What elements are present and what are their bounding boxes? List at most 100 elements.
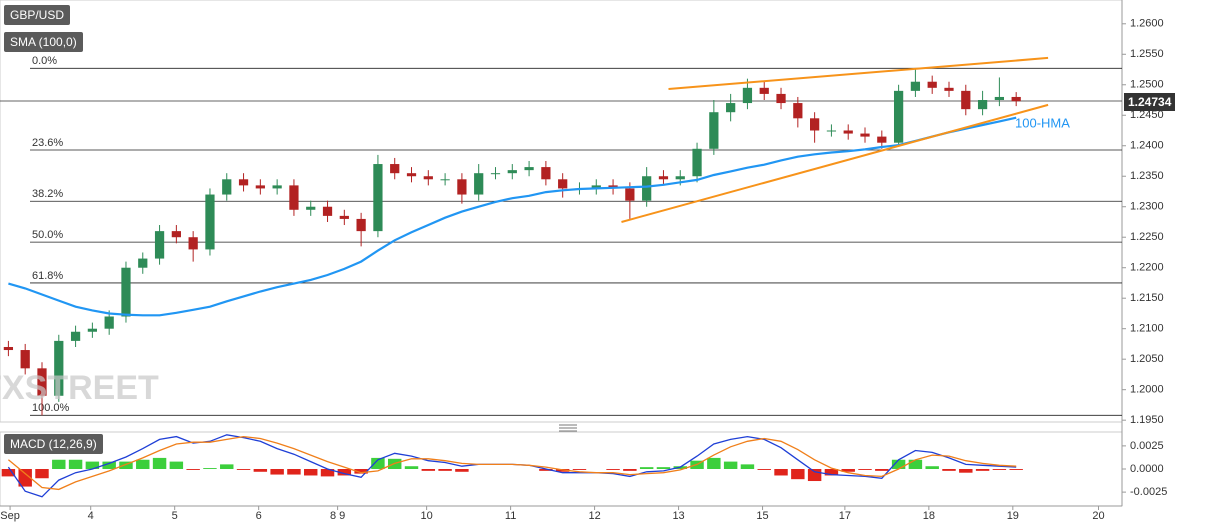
candle-body	[339, 215, 349, 219]
candle-body	[692, 148, 702, 177]
hma-label: 100-HMA	[1015, 115, 1070, 130]
histogram-bar	[774, 469, 788, 476]
candle-body	[877, 136, 887, 143]
candle-body	[390, 164, 400, 174]
histogram-bar	[791, 469, 805, 480]
histogram-bar	[455, 469, 469, 472]
candle-body	[524, 167, 534, 171]
candle-body	[810, 118, 820, 131]
candle-body	[356, 218, 366, 232]
y-tick-label: 1.2150	[1130, 292, 1164, 304]
histogram-bar	[320, 469, 335, 477]
x-tick-label: 10	[421, 510, 433, 522]
candle-body	[440, 179, 450, 181]
candle-body	[54, 340, 64, 396]
candle-body	[20, 350, 30, 369]
price-pane	[0, 0, 1123, 423]
last-price-label: 1.24734	[1124, 93, 1176, 111]
histogram-bar	[203, 468, 217, 469]
histogram-bar	[220, 464, 234, 469]
x-tick-label: 17	[839, 510, 851, 522]
histogram-bar	[975, 469, 990, 471]
x-tick-label: 4	[88, 510, 94, 522]
watermark: FXSTREET	[0, 369, 159, 407]
candle-body	[625, 188, 635, 201]
hma-line	[8, 116, 1017, 317]
y-tick-label: 1.2600	[1130, 18, 1164, 30]
candle-body	[474, 173, 484, 195]
candle-body	[188, 237, 198, 250]
histogram-bar	[740, 464, 755, 469]
y-tick-label: 1.2400	[1130, 140, 1164, 152]
histogram-bar	[639, 467, 654, 469]
candle-body	[826, 130, 837, 132]
histogram-bar	[757, 469, 771, 470]
fib-label: 23.6%	[32, 137, 63, 149]
histogram-bar	[1, 469, 16, 477]
x-tick-label: 15	[756, 510, 768, 522]
candle-body	[776, 93, 786, 104]
fib-label: 0.0%	[32, 55, 57, 67]
histogram-bar	[824, 469, 839, 476]
indicator-tag: SMA (100,0)	[4, 32, 83, 52]
y-tick-label: 1.2300	[1130, 201, 1164, 213]
histogram-bar	[572, 469, 587, 470]
candle-body	[994, 96, 1005, 101]
histogram-bar	[304, 469, 318, 476]
histogram-bar	[270, 469, 284, 475]
pane-resize-handle[interactable]	[559, 424, 577, 432]
histogram-bar	[992, 469, 1007, 470]
histogram-bar	[959, 469, 973, 473]
candle-body	[742, 87, 753, 104]
y-tick-label: 1.2000	[1130, 384, 1164, 396]
fib-label: 38.2%	[32, 188, 63, 200]
histogram-bar	[404, 466, 419, 469]
histogram-bar	[875, 469, 889, 471]
histogram-bar	[152, 457, 167, 469]
histogram-bar	[85, 461, 100, 469]
x-tick-label: 5	[172, 510, 178, 522]
histogram-bar	[186, 469, 200, 470]
macd-line	[7, 435, 1017, 491]
y-tick-label: 1.2500	[1130, 79, 1164, 91]
candle-body	[373, 164, 383, 232]
y-tick-label: 1.1950	[1130, 414, 1164, 426]
symbol-tag: GBP/USD	[4, 5, 71, 25]
candle-body	[255, 185, 265, 189]
y-tick-label: 0.0025	[1130, 440, 1164, 452]
histogram-bar	[52, 459, 66, 469]
candle-body	[222, 179, 232, 195]
x-tick-label: 20	[1092, 510, 1104, 522]
candle-body	[289, 185, 299, 210]
x-tick-label: 12	[588, 510, 600, 522]
candle-body	[423, 176, 433, 180]
histogram-bar	[287, 469, 301, 475]
candle-body	[860, 133, 870, 137]
y-tick-label: 1.2100	[1130, 323, 1164, 335]
y-tick-label: 1.2350	[1130, 170, 1164, 182]
candle-body	[507, 170, 517, 174]
fib-label: 50.0%	[32, 229, 63, 241]
candle-body	[406, 173, 417, 177]
histogram-bar	[371, 457, 385, 469]
candle-body	[171, 231, 181, 238]
histogram-bar	[236, 469, 251, 470]
histogram-bar	[606, 469, 620, 470]
x-tick-label: 19	[1007, 510, 1019, 522]
histogram-bar	[539, 469, 553, 471]
candle-body	[238, 179, 249, 186]
histogram-bar	[925, 466, 939, 469]
y-tick-label: 1.2450	[1130, 109, 1164, 121]
histogram-bar	[438, 469, 452, 471]
histogram-bar	[421, 469, 436, 471]
histogram-bar	[942, 469, 956, 471]
histogram-bar	[707, 457, 721, 469]
candle-body	[893, 90, 904, 143]
x-tick-label: 13	[672, 510, 684, 522]
macd-tag: MACD (12,26,9)	[4, 434, 103, 454]
histogram-bar	[723, 461, 738, 469]
candle-body	[272, 185, 282, 189]
histogram-bar	[807, 469, 822, 482]
